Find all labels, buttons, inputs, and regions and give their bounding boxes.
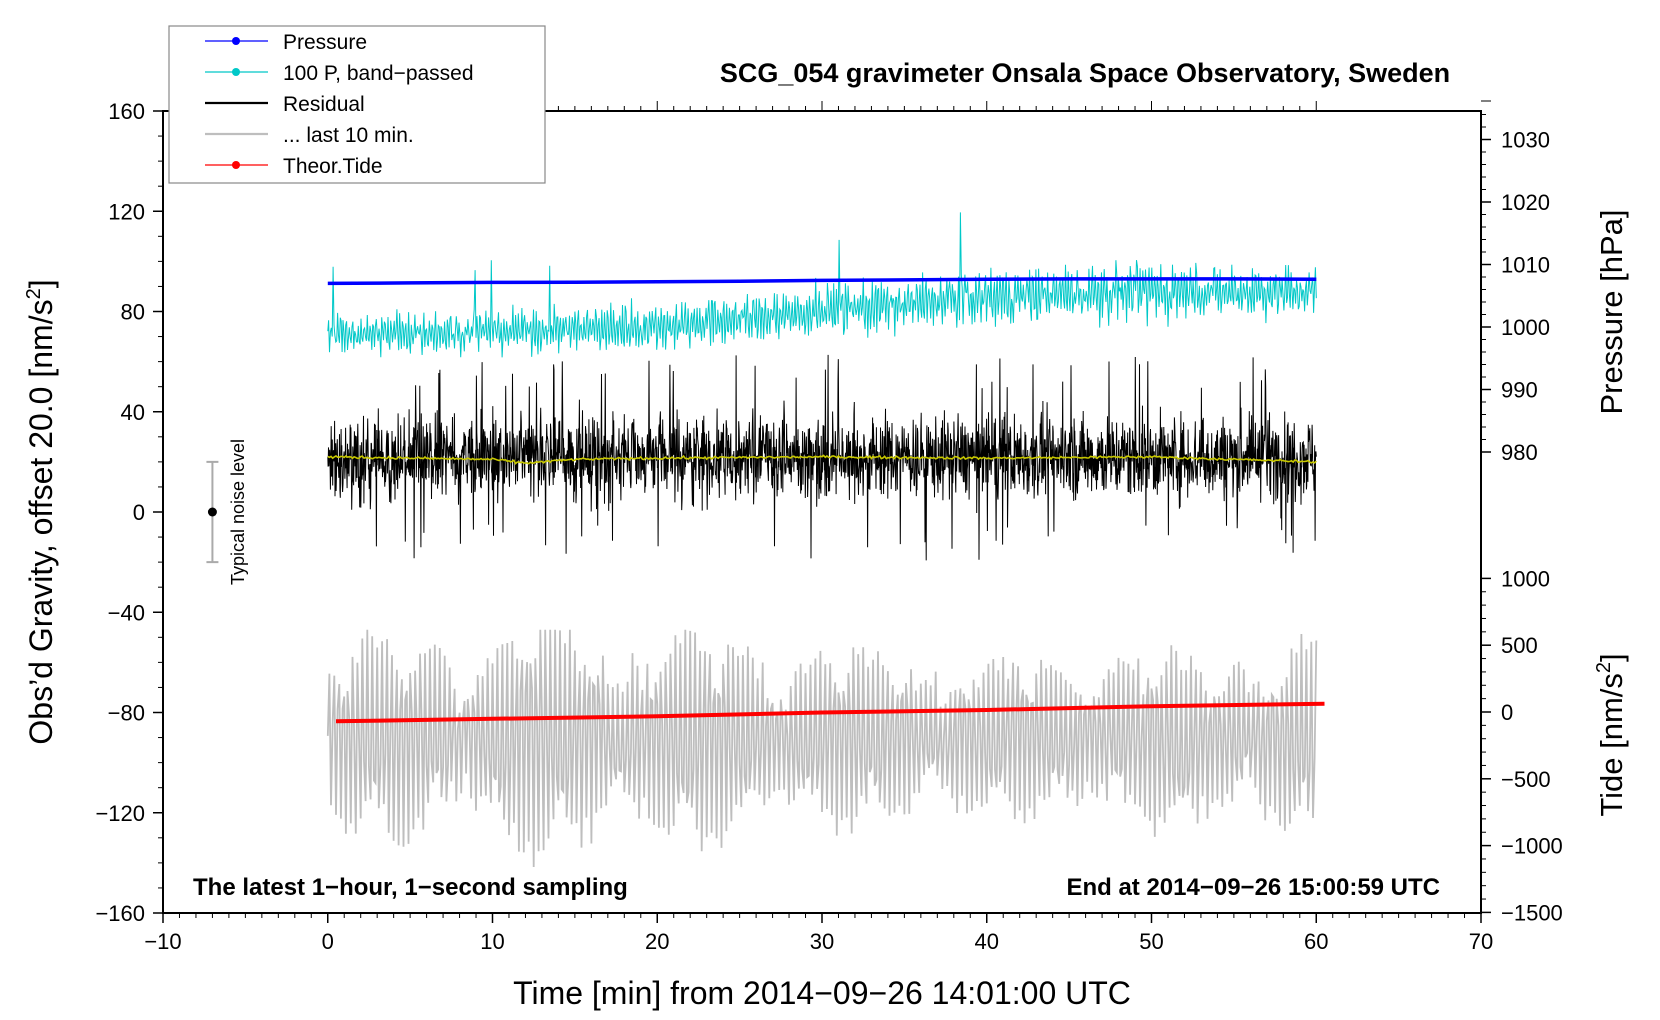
plot-layer <box>326 212 1325 868</box>
y-tick-label: 0 <box>133 500 145 525</box>
bandpassed-pressure-line <box>327 212 1317 358</box>
tide-axis-title-end: ] <box>1594 653 1629 662</box>
pressure-tick-label: 980 <box>1501 440 1538 465</box>
y-tick-label: −120 <box>95 801 145 826</box>
y-axis-title-end: ] <box>23 279 59 288</box>
tide-axis-title: Tide [nm/s2] <box>1593 653 1629 816</box>
pressure-line <box>327 277 1317 286</box>
tide-tick-label: −1500 <box>1501 900 1563 925</box>
y-axis-title: Obs’d Gravity, offset 20.0 [nm/s2] <box>23 279 59 744</box>
pressure-tick-label: 1030 <box>1501 128 1550 153</box>
noise-bar-center <box>207 507 217 517</box>
noise-level-indicator <box>206 460 219 564</box>
y-tick-label: 160 <box>108 99 145 124</box>
legend-label: 100 P, band−passed <box>283 62 474 85</box>
pressure-tick-label: 1000 <box>1501 315 1550 340</box>
pressure-tick-label: 1020 <box>1501 190 1550 215</box>
y-tick-label: −80 <box>108 701 145 726</box>
last-10-min-line <box>326 629 1318 868</box>
legend-marker <box>232 37 240 45</box>
tide-tick-label: 500 <box>1501 633 1538 658</box>
tide-axis-title-main: Tide [nm/s <box>1594 673 1629 817</box>
residual-smoothed-line <box>327 454 1317 465</box>
x-tick-label: 50 <box>1139 929 1163 954</box>
tide-axis-title-sup: 2 <box>1593 662 1615 673</box>
x-tick-label: 60 <box>1304 929 1328 954</box>
tide-axis: −1500 −1000 −500 0 500 1000 <box>1481 566 1563 925</box>
y-tick-label: −40 <box>108 600 145 625</box>
legend-marker <box>232 161 240 169</box>
pressure-tick-label: 1010 <box>1501 253 1550 278</box>
legend: Pressure 100 P, band−passed Residual ... la… <box>168 25 546 184</box>
x-tick-label: 10 <box>480 929 504 954</box>
pressure-axis: 980 990 1000 1010 1020 1030 <box>1481 114 1550 465</box>
y-tick-label: 40 <box>121 400 145 425</box>
legend-label: ... last 10 min. <box>283 124 414 147</box>
tide-tick-label: −500 <box>1501 767 1551 792</box>
tide-tick-label: 1000 <box>1501 566 1550 591</box>
pressure-axis-title: Pressure [hPa] <box>1594 209 1629 414</box>
y-tick-label: 120 <box>108 199 145 224</box>
tide-tick-label: −1000 <box>1501 834 1563 859</box>
y-tick-label: −160 <box>95 901 145 926</box>
sampling-note: The latest 1−hour, 1−second sampling <box>193 874 628 901</box>
x-tick-label: 30 <box>810 929 834 954</box>
x-tick-label: 20 <box>645 929 669 954</box>
y-axis-title-sup: 2 <box>23 288 45 299</box>
x-tick-label: 70 <box>1469 929 1493 954</box>
x-axis-title: Time [min] from 2014−09−26 14:01:00 UTC <box>513 975 1131 1011</box>
chart-title: SCG_054 gravimeter Onsala Space Observat… <box>720 58 1450 88</box>
legend-marker <box>232 68 240 76</box>
y-tick-label: 80 <box>121 300 145 325</box>
x-axis: −10 0 10 20 30 40 50 60 70 <box>144 913 1493 954</box>
x-tick-label: −10 <box>144 929 181 954</box>
theoretical-tide-line <box>335 701 1325 724</box>
legend-box <box>168 25 546 184</box>
legend-label: Pressure <box>283 31 367 54</box>
x-tick-label: 0 <box>322 929 334 954</box>
left-y-axis: −160 −120 −80 −40 0 40 80 120 160 <box>95 99 163 926</box>
legend-label: Residual <box>283 93 365 116</box>
x-tick-label: 40 <box>975 929 999 954</box>
noise-level-label: Typical noise level <box>228 439 248 585</box>
legend-label: Theor.Tide <box>283 155 383 178</box>
y-axis-title-main: Obs’d Gravity, offset 20.0 [nm/s <box>23 299 59 744</box>
end-time-note: End at 2014−09−26 15:00:59 UTC <box>1066 874 1440 901</box>
tide-tick-label: 0 <box>1501 700 1513 725</box>
pressure-tick-label: 990 <box>1501 378 1538 403</box>
